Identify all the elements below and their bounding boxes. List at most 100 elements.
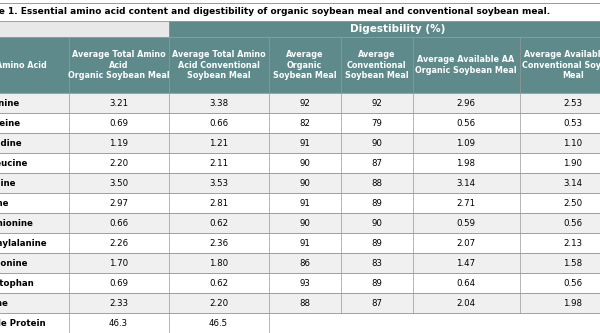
Bar bbox=[341, 153, 413, 173]
Bar bbox=[169, 293, 269, 313]
Text: 2.07: 2.07 bbox=[457, 238, 476, 247]
Bar bbox=[0, 153, 68, 173]
Bar bbox=[0, 253, 68, 273]
Bar bbox=[341, 37, 413, 93]
Text: Lysine: Lysine bbox=[0, 198, 9, 207]
Text: 79: 79 bbox=[371, 119, 382, 128]
Text: Leucine: Leucine bbox=[0, 178, 16, 187]
Bar bbox=[269, 313, 341, 333]
Bar bbox=[269, 233, 341, 253]
Text: Phenylalanine: Phenylalanine bbox=[0, 238, 47, 247]
Bar bbox=[269, 193, 341, 213]
Bar bbox=[520, 37, 600, 93]
Text: 88: 88 bbox=[371, 178, 382, 187]
Text: 90: 90 bbox=[299, 159, 310, 167]
Text: 92: 92 bbox=[371, 99, 382, 108]
Text: 91: 91 bbox=[299, 139, 310, 148]
Text: 46.3: 46.3 bbox=[109, 318, 128, 327]
Text: 1.90: 1.90 bbox=[563, 159, 583, 167]
Bar bbox=[0, 313, 68, 333]
Text: 90: 90 bbox=[299, 178, 310, 187]
Bar bbox=[413, 193, 520, 213]
Bar bbox=[413, 273, 520, 293]
Bar bbox=[520, 213, 600, 233]
Bar bbox=[520, 313, 600, 333]
Text: Digestibility (%): Digestibility (%) bbox=[350, 24, 445, 34]
Text: 0.59: 0.59 bbox=[457, 218, 475, 227]
Bar bbox=[169, 313, 269, 333]
Text: 0.53: 0.53 bbox=[563, 119, 583, 128]
Bar bbox=[413, 233, 520, 253]
Text: 90: 90 bbox=[299, 218, 310, 227]
Text: 0.64: 0.64 bbox=[457, 278, 476, 287]
Bar bbox=[269, 133, 341, 153]
Text: 89: 89 bbox=[371, 278, 382, 287]
Bar bbox=[0, 37, 68, 93]
Text: 2.33: 2.33 bbox=[109, 298, 128, 307]
Bar bbox=[341, 253, 413, 273]
Text: 87: 87 bbox=[371, 159, 382, 167]
Bar bbox=[68, 113, 169, 133]
Bar bbox=[520, 113, 600, 133]
Bar bbox=[68, 133, 169, 153]
Bar bbox=[269, 113, 341, 133]
Text: 92: 92 bbox=[299, 99, 310, 108]
Bar bbox=[169, 273, 269, 293]
Text: 3.14: 3.14 bbox=[563, 178, 583, 187]
Bar bbox=[413, 133, 520, 153]
Bar bbox=[169, 233, 269, 253]
Text: Average Available AA
Conventional Soybean
Meal: Average Available AA Conventional Soybea… bbox=[522, 50, 600, 80]
Text: 3.21: 3.21 bbox=[109, 99, 128, 108]
Bar bbox=[68, 93, 169, 113]
Bar bbox=[68, 313, 169, 333]
Text: 1.09: 1.09 bbox=[457, 139, 475, 148]
Bar bbox=[413, 313, 520, 333]
Bar bbox=[68, 253, 169, 273]
Text: 0.66: 0.66 bbox=[209, 119, 228, 128]
Text: 90: 90 bbox=[371, 139, 382, 148]
Text: 2.50: 2.50 bbox=[563, 198, 583, 207]
Text: Isoleucine: Isoleucine bbox=[0, 159, 28, 167]
Text: 2.20: 2.20 bbox=[109, 159, 128, 167]
Bar bbox=[68, 193, 169, 213]
Text: 93: 93 bbox=[299, 278, 310, 287]
Bar bbox=[68, 273, 169, 293]
Bar bbox=[169, 93, 269, 113]
Text: 1.21: 1.21 bbox=[209, 139, 228, 148]
Text: 0.66: 0.66 bbox=[109, 218, 128, 227]
Bar bbox=[68, 233, 169, 253]
Text: 0.62: 0.62 bbox=[209, 218, 228, 227]
Text: 90: 90 bbox=[371, 218, 382, 227]
Text: Average
Organic
Soybean Meal: Average Organic Soybean Meal bbox=[272, 50, 337, 80]
Bar bbox=[68, 293, 169, 313]
Text: Methionine: Methionine bbox=[0, 218, 34, 227]
Bar bbox=[269, 93, 341, 113]
Text: 1.80: 1.80 bbox=[209, 258, 228, 267]
Bar bbox=[520, 273, 600, 293]
Text: Table 1. Essential amino acid content and digestibility of organic soybean meal : Table 1. Essential amino acid content an… bbox=[0, 8, 550, 17]
Text: 2.13: 2.13 bbox=[563, 238, 583, 247]
Bar bbox=[341, 173, 413, 193]
Bar bbox=[0, 133, 68, 153]
Bar bbox=[520, 93, 600, 113]
Bar bbox=[341, 313, 413, 333]
Text: 2.11: 2.11 bbox=[209, 159, 228, 167]
Text: 2.97: 2.97 bbox=[109, 198, 128, 207]
Text: Cysteine: Cysteine bbox=[0, 119, 20, 128]
Text: 2.04: 2.04 bbox=[457, 298, 476, 307]
Bar bbox=[169, 113, 269, 133]
Text: Crude Protein: Crude Protein bbox=[0, 318, 46, 327]
Text: 0.56: 0.56 bbox=[457, 119, 476, 128]
Text: 89: 89 bbox=[371, 198, 382, 207]
Bar bbox=[68, 37, 169, 93]
Bar bbox=[413, 293, 520, 313]
Bar bbox=[269, 253, 341, 273]
Text: 0.56: 0.56 bbox=[563, 218, 583, 227]
Text: 89: 89 bbox=[371, 238, 382, 247]
Text: 0.56: 0.56 bbox=[563, 278, 583, 287]
Bar bbox=[413, 113, 520, 133]
Text: 82: 82 bbox=[299, 119, 310, 128]
Bar bbox=[0, 3, 600, 21]
Text: Arginine: Arginine bbox=[0, 99, 20, 108]
Text: 88: 88 bbox=[299, 298, 310, 307]
